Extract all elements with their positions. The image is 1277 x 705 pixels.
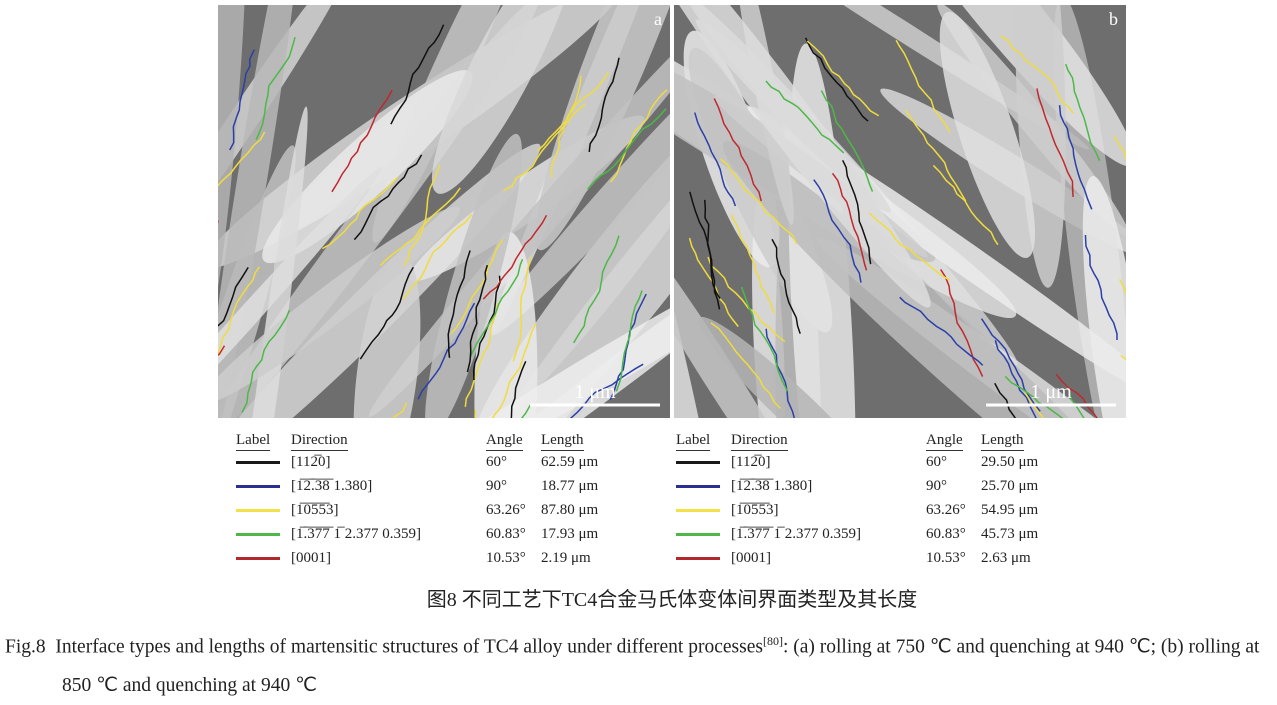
label-cell — [676, 485, 731, 488]
label-swatch — [676, 533, 720, 536]
angle: 10.53° — [926, 550, 981, 567]
label-swatch — [676, 509, 720, 512]
label-cell — [676, 533, 731, 536]
length: 17.93 μm — [541, 526, 661, 543]
header-text: Direction — [731, 432, 788, 451]
length: 54.95 μm — [981, 502, 1101, 519]
direction: [0001] — [731, 550, 926, 567]
label-cell — [676, 557, 731, 560]
direction: [112̅0] — [291, 454, 486, 471]
table-row: [1̅.̅3̅7̅7̅ 1̅ 2.377 0.359]60.83°45.73 μ… — [676, 522, 1116, 546]
scale-label: 1 μm — [1030, 381, 1072, 403]
caption-en: Fig.8 Interface types and lengths of mar… — [5, 622, 1277, 705]
label-swatch — [676, 485, 720, 488]
table-row: [1̅.̅3̅7̅7̅ 1̅ 2.377 0.359]60.83°17.93 μ… — [236, 522, 676, 546]
direction: [1̅.̅3̅7̅7̅ 1̅ 2.377 0.359] — [291, 526, 486, 543]
header-text: Label — [236, 432, 270, 451]
direction: [1̅2̅.̅3̅8̅ 1.380] — [291, 478, 486, 495]
header-cell: Length — [541, 432, 661, 449]
label-swatch — [676, 557, 720, 560]
length: 2.19 μm — [541, 550, 661, 567]
length: 62.59 μm — [541, 454, 661, 471]
header-cell: Direction — [731, 432, 926, 449]
table-row: [1̅2̅.̅3̅8̅ 1.380]90°18.77 μm — [236, 474, 676, 498]
table-row: [1̅2̅.̅3̅8̅ 1.380]90°25.70 μm — [676, 474, 1116, 498]
length: 87.80 μm — [541, 502, 661, 519]
label-swatch — [676, 461, 720, 464]
header-text: Angle — [486, 432, 523, 451]
label-cell — [236, 557, 291, 560]
angle: 60° — [926, 454, 981, 471]
header-cell: Direction — [291, 432, 486, 449]
header-cell: Angle — [926, 432, 981, 449]
length: 18.77 μm — [541, 478, 661, 495]
direction: [112̅0] — [731, 454, 926, 471]
ref: [80] — [763, 634, 783, 648]
length: 25.70 μm — [981, 478, 1101, 495]
header-text: Length — [541, 432, 584, 451]
header-text: Direction — [291, 432, 348, 451]
header-row: Label Direction Angle Length — [676, 430, 1116, 450]
header-text: Label — [676, 432, 710, 451]
direction: [1̅.̅3̅7̅7̅ 1̅ 2.377 0.359] — [731, 526, 926, 543]
label-swatch — [236, 461, 280, 464]
header-text: Length — [981, 432, 1024, 451]
angle: 63.26° — [486, 502, 541, 519]
label-swatch — [236, 485, 280, 488]
header-row: Label Direction Angle Length — [236, 430, 676, 450]
label-cell — [676, 461, 731, 464]
direction: [1̅0̅5̅5̅3] — [291, 502, 486, 519]
panel-letter: b — [1109, 9, 1118, 29]
label-swatch — [236, 509, 280, 512]
caption-text: Interface types and lengths of martensit… — [55, 637, 763, 658]
label-cell — [236, 509, 291, 512]
header-cell: Angle — [486, 432, 541, 449]
label-swatch — [236, 533, 280, 536]
angle: 90° — [926, 478, 981, 495]
table-row: [0001]10.53°2.63 μm — [676, 546, 1116, 570]
table-row: [112̅0]60°29.50 μm — [676, 450, 1116, 474]
label-cell — [236, 485, 291, 488]
header-cell: Length — [981, 432, 1101, 449]
direction: [1̅2̅.̅3̅8̅ 1.380] — [731, 478, 926, 495]
direction: [0001] — [291, 550, 486, 567]
header-text: Angle — [926, 432, 963, 451]
table-row: [0001]10.53°2.19 μm — [236, 546, 676, 570]
angle: 60.83° — [926, 526, 981, 543]
header-cell: Label — [676, 432, 731, 449]
angle: 60° — [486, 454, 541, 471]
header-cell: Label — [236, 432, 291, 449]
fig-label: Fig.8 — [5, 637, 46, 658]
caption-cn: 图8 不同工艺下TC4合金马氏体变体间界面类型及其长度 — [0, 583, 1277, 612]
table-row: [1̅0̅5̅5̅3]63.26°87.80 μm — [236, 498, 676, 522]
label-swatch — [236, 557, 280, 560]
angle: 63.26° — [926, 502, 981, 519]
micrograph: b 1 μm — [674, 5, 1126, 418]
length: 2.63 μm — [981, 550, 1101, 567]
direction: [1̅0̅5̅5̅3] — [731, 502, 926, 519]
angle: 90° — [486, 478, 541, 495]
table-row: [1̅0̅5̅5̅3]63.26°54.95 μm — [676, 498, 1116, 522]
length: 45.73 μm — [981, 526, 1101, 543]
label-cell — [676, 509, 731, 512]
angle: 10.53° — [486, 550, 541, 567]
table-row: [112̅0]60°62.59 μm — [236, 450, 676, 474]
panel-letter: a — [654, 9, 662, 29]
scale-label: 1 μm — [574, 381, 616, 403]
label-cell — [236, 461, 291, 464]
label-cell — [236, 533, 291, 536]
micrograph: a 1 μm — [218, 5, 670, 418]
angle: 60.83° — [486, 526, 541, 543]
length: 29.50 μm — [981, 454, 1101, 471]
